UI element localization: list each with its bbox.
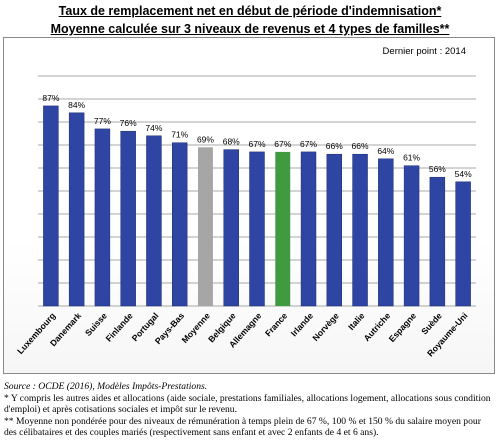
data-label: 68% [223, 137, 240, 147]
bar-italie [352, 153, 368, 307]
chart-note: Dernier point : 2014 [383, 46, 466, 57]
bar-irlande [300, 151, 317, 307]
bar-france [275, 151, 291, 306]
data-label: 76% [120, 118, 137, 128]
data-label: 74% [145, 123, 162, 133]
data-label: 67% [274, 139, 291, 149]
bar-luxembourg [43, 105, 59, 307]
x-tick-label: France [263, 310, 289, 338]
footnote-1: * Y compris les autres aides et allocati… [4, 392, 491, 416]
data-label: 64% [377, 146, 394, 156]
x-tick-label: Espagne [387, 310, 419, 343]
x-tick-label: Finlande [104, 310, 135, 343]
data-label: 69% [197, 134, 214, 144]
chart-area: Dernier point : 2014 87% Luxembourg 84% Dane… [3, 37, 495, 374]
data-label: 61% [403, 153, 420, 163]
x-tick-label: Luxembourg [15, 311, 57, 356]
bar-norvège [326, 153, 343, 307]
bar-suède [429, 176, 446, 307]
title-line-1: Taux de remplacement net en début de pér… [58, 4, 442, 18]
source-line: Source : OCDE (2016), Modèles Impôts-Pre… [4, 381, 208, 392]
bar-belgique [223, 149, 239, 307]
bar-pays-bas [171, 142, 188, 307]
data-label: 67% [248, 139, 265, 149]
bar-chart: Dernier point : 201487%Luxembourg84%Dane… [15, 46, 476, 359]
title-line-2: Moyenne calculée sur 3 niveaux de revenu… [50, 22, 450, 36]
data-label: 77% [94, 116, 111, 126]
chart-title: Taux de remplacement net en début de pér… [0, 2, 500, 38]
bar-espagne [403, 165, 420, 307]
x-tick-label: Norvège [310, 310, 341, 342]
footnote-2: ** Moyenne non pondérée pour des niveaux… [4, 415, 481, 439]
data-label: 56% [429, 164, 446, 174]
data-label: 66% [326, 141, 343, 151]
data-label: 84% [68, 100, 85, 110]
bar-portugal [146, 135, 162, 307]
bar-allemagne [249, 151, 265, 307]
bar-suisse [94, 128, 111, 307]
bar-royaume-uni [455, 181, 471, 307]
bar-moyenne [197, 147, 213, 306]
x-tick-label: Suède [419, 310, 444, 336]
bar-autriche [378, 158, 394, 307]
bar-danemark [68, 112, 85, 307]
data-label: 67% [300, 139, 317, 149]
data-label: 54% [455, 169, 472, 179]
data-label: 87% [42, 93, 59, 103]
bar-finlande [120, 130, 136, 307]
data-label: 71% [171, 130, 188, 140]
data-label: 66% [352, 141, 369, 151]
footer-notes: Source : OCDE (2016), Modèles Impôts-Pre… [4, 381, 496, 439]
x-tick-label: Italie [346, 310, 367, 331]
